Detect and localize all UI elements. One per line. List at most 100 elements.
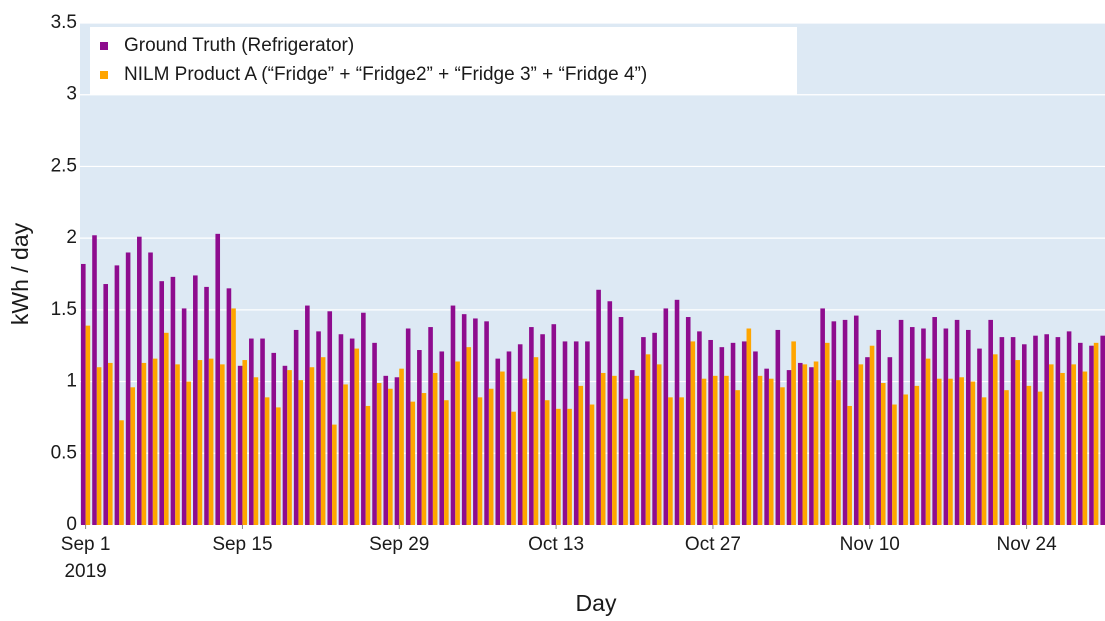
x-tick-label: Oct 13 <box>528 534 584 555</box>
bar <box>529 327 534 525</box>
bar <box>992 354 998 525</box>
bar <box>522 378 528 525</box>
bar <box>668 397 673 525</box>
bar <box>186 381 192 525</box>
bar <box>679 397 684 525</box>
bar <box>450 305 456 525</box>
bar <box>327 311 333 525</box>
bar <box>1093 342 1099 525</box>
bar <box>231 308 236 525</box>
bar <box>730 342 736 525</box>
bar <box>786 370 792 525</box>
bar <box>724 375 729 525</box>
bar <box>831 321 837 525</box>
y-tick-label: 0.5 <box>51 442 77 463</box>
bar <box>892 404 897 525</box>
bar <box>1078 342 1083 525</box>
bar <box>338 334 344 525</box>
bar <box>1048 364 1054 525</box>
bar <box>249 338 254 525</box>
bar <box>865 357 870 525</box>
y-tick-label: 1 <box>66 371 77 392</box>
bar <box>544 400 550 525</box>
bar <box>909 327 915 525</box>
bar <box>903 394 908 525</box>
x-tick-label: Nov 10 <box>840 534 900 555</box>
bar <box>780 387 785 525</box>
legend-label: Ground Truth (Refrigerator) <box>124 35 354 56</box>
bar <box>585 341 590 525</box>
bar <box>746 328 752 525</box>
bar <box>1060 372 1065 525</box>
bar <box>428 327 433 525</box>
bar <box>1026 385 1032 525</box>
bar <box>735 390 740 525</box>
bar <box>600 372 606 525</box>
y-tick-label: 3.5 <box>51 12 77 33</box>
bar <box>488 388 494 525</box>
bar <box>757 375 763 525</box>
bar <box>148 252 153 525</box>
bar <box>309 367 315 525</box>
bar <box>114 265 120 525</box>
legend-box <box>90 27 797 95</box>
bar <box>652 332 657 525</box>
bar <box>551 324 557 525</box>
bar <box>253 377 259 525</box>
bar <box>264 397 270 525</box>
bar <box>887 357 893 525</box>
bar <box>932 317 937 525</box>
bar <box>623 398 628 525</box>
bar <box>193 275 198 525</box>
bar <box>1015 360 1020 525</box>
bar <box>220 364 225 525</box>
bar <box>1055 337 1061 525</box>
bar <box>170 276 176 525</box>
bar <box>1082 371 1088 525</box>
legend-swatch <box>100 71 108 79</box>
bar <box>181 308 187 525</box>
bar <box>847 405 852 525</box>
bar <box>791 341 796 525</box>
bar <box>305 305 310 525</box>
bar <box>981 397 987 525</box>
bar <box>477 397 483 525</box>
bar <box>1004 390 1009 525</box>
bar <box>842 319 848 525</box>
bar <box>645 354 651 525</box>
legend-label: NILM Product A (“Fridge” + “Fridge2” + “… <box>124 64 647 85</box>
bar <box>943 328 949 525</box>
bar <box>141 362 147 525</box>
bar <box>215 233 221 525</box>
bar <box>656 364 662 525</box>
bar <box>293 329 299 525</box>
bar <box>332 424 337 525</box>
bar <box>388 388 393 525</box>
bar <box>936 378 942 525</box>
y-tick-label: 1.5 <box>51 299 77 320</box>
bar <box>394 377 400 525</box>
bar <box>741 341 747 525</box>
bar <box>287 370 292 525</box>
bar <box>495 358 501 525</box>
bar <box>410 401 416 525</box>
bar <box>343 384 348 525</box>
bar <box>712 375 718 525</box>
bar <box>970 381 976 525</box>
bar <box>820 308 825 525</box>
bar <box>130 387 136 525</box>
bar <box>641 337 646 525</box>
bar <box>701 378 707 525</box>
bar <box>876 329 881 525</box>
bar <box>455 361 460 525</box>
bar <box>417 350 422 525</box>
bar <box>361 312 366 525</box>
bar <box>836 380 841 525</box>
bar <box>376 383 382 525</box>
bar <box>556 408 561 525</box>
bar <box>768 378 774 525</box>
bar <box>578 385 584 525</box>
bar <box>152 358 158 525</box>
bar <box>349 338 355 525</box>
bar <box>298 380 304 525</box>
